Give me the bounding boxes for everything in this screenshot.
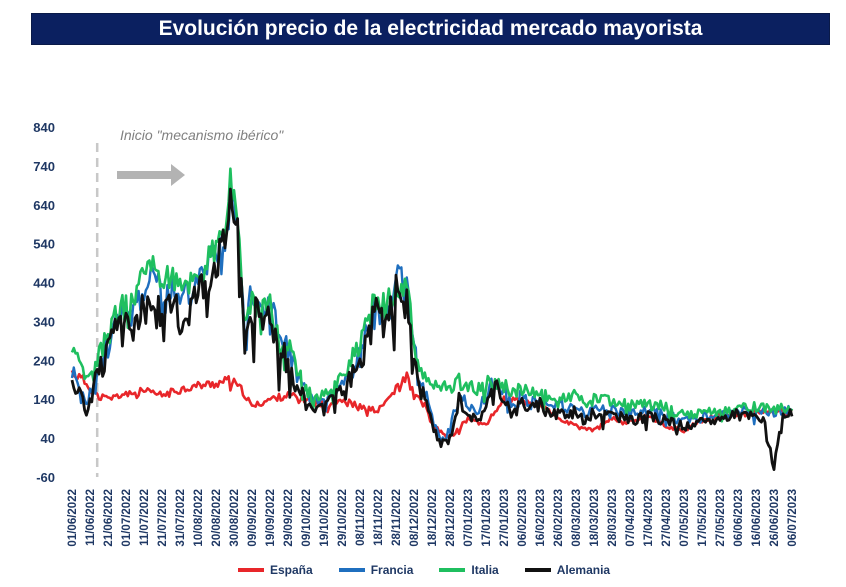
- legend-swatch: [439, 568, 466, 572]
- x-tick-label: 17/04/2023: [643, 489, 655, 547]
- x-tick-label: 11/06/2022: [85, 489, 97, 546]
- x-tick-label: 16/06/2023: [751, 489, 763, 547]
- x-tick-label: 19/10/2022: [319, 489, 331, 547]
- x-tick-label: 01/07/2022: [121, 489, 133, 547]
- x-tick-label: 28/03/2023: [607, 489, 619, 547]
- legend-item: Alemania: [524, 563, 611, 577]
- x-tick-label: 26/02/2023: [553, 489, 565, 547]
- x-tick-label: 28/11/2022: [391, 489, 403, 546]
- legend-label: Italia: [471, 563, 499, 577]
- series-line-it: [70, 167, 794, 423]
- legend-item: Francia: [338, 563, 414, 577]
- x-tick-label: 17/01/2023: [481, 489, 493, 547]
- x-tick-label: 07/04/2023: [625, 489, 637, 547]
- x-tick-label: 21/06/2022: [103, 489, 115, 547]
- x-tick-label: 18/03/2023: [589, 489, 601, 547]
- legend-label: España: [270, 563, 313, 577]
- annotation-arrow: [117, 164, 185, 186]
- x-tick-label: 06/07/2023: [787, 489, 799, 547]
- x-tick-label: 20/08/2022: [211, 489, 223, 547]
- legend-swatch: [238, 568, 264, 572]
- y-tick-label: 540: [33, 237, 55, 252]
- x-tick-label: 30/08/2022: [229, 489, 241, 547]
- x-tick-label: 09/10/2022: [301, 489, 313, 547]
- x-tick-label: 11/07/2022: [139, 489, 151, 546]
- legend-swatch: [338, 568, 365, 572]
- legend-item: Italia: [439, 563, 499, 577]
- x-tick-label: 06/06/2023: [733, 489, 745, 547]
- x-tick-label: 18/11/2022: [373, 489, 385, 546]
- chart-legend: España Francia Italia Alemania: [238, 563, 636, 577]
- x-tick-label: 27/01/2023: [499, 489, 511, 547]
- x-tick-label: 08/12/2022: [409, 489, 421, 547]
- x-tick-label: 27/05/2023: [715, 489, 727, 547]
- legend-swatch: [524, 568, 551, 572]
- y-tick-label: 240: [33, 353, 55, 368]
- x-tick-label: 28/12/2022: [445, 489, 457, 547]
- x-tick-label: 01/06/2022: [67, 489, 79, 547]
- legend-label: Francia: [370, 563, 414, 577]
- series-line-fr: [70, 187, 794, 443]
- x-tick-label: 26/06/2023: [769, 489, 781, 547]
- chart-title-bar: Evolución precio de la electricidad merc…: [31, 13, 830, 45]
- y-tick-label: 840: [33, 120, 55, 135]
- y-tick-label: 140: [33, 392, 55, 407]
- x-tick-label: 29/10/2022: [337, 489, 349, 547]
- y-tick-label: 340: [33, 314, 55, 329]
- x-tick-label: 19/09/2022: [265, 489, 277, 547]
- y-tick-label: 640: [33, 198, 55, 213]
- y-tick-label: 740: [33, 159, 55, 174]
- x-tick-label: 31/07/2022: [175, 489, 187, 547]
- x-tick-label: 07/05/2023: [679, 489, 691, 547]
- x-tick-label: 09/09/2022: [247, 489, 259, 547]
- chart-title: Evolución precio de la electricidad merc…: [158, 17, 703, 40]
- legend-label: Alemania: [556, 563, 611, 577]
- legend-item: España: [238, 563, 313, 577]
- x-tick-label: 10/08/2022: [193, 489, 205, 547]
- x-tick-label: 27/04/2023: [661, 489, 673, 547]
- y-tick-label: 440: [33, 276, 55, 291]
- x-tick-label: 07/01/2023: [463, 489, 475, 547]
- y-tick-label: 40: [41, 431, 55, 446]
- x-tick-label: 21/07/2022: [157, 489, 169, 547]
- x-tick-label: 29/09/2022: [283, 489, 295, 547]
- x-tick-label: 08/03/2023: [571, 489, 583, 547]
- series-line-de: [70, 187, 794, 472]
- x-tick-label: 08/11/2022: [355, 489, 367, 546]
- x-tick-label: 18/12/2022: [427, 489, 439, 547]
- annotation-text: Inicio "mecanismo ibérico": [120, 127, 284, 143]
- y-tick-label: -60: [36, 470, 55, 485]
- x-tick-label: 16/02/2023: [535, 489, 547, 547]
- x-tick-label: 06/02/2023: [517, 489, 529, 547]
- x-tick-label: 17/05/2023: [697, 489, 709, 547]
